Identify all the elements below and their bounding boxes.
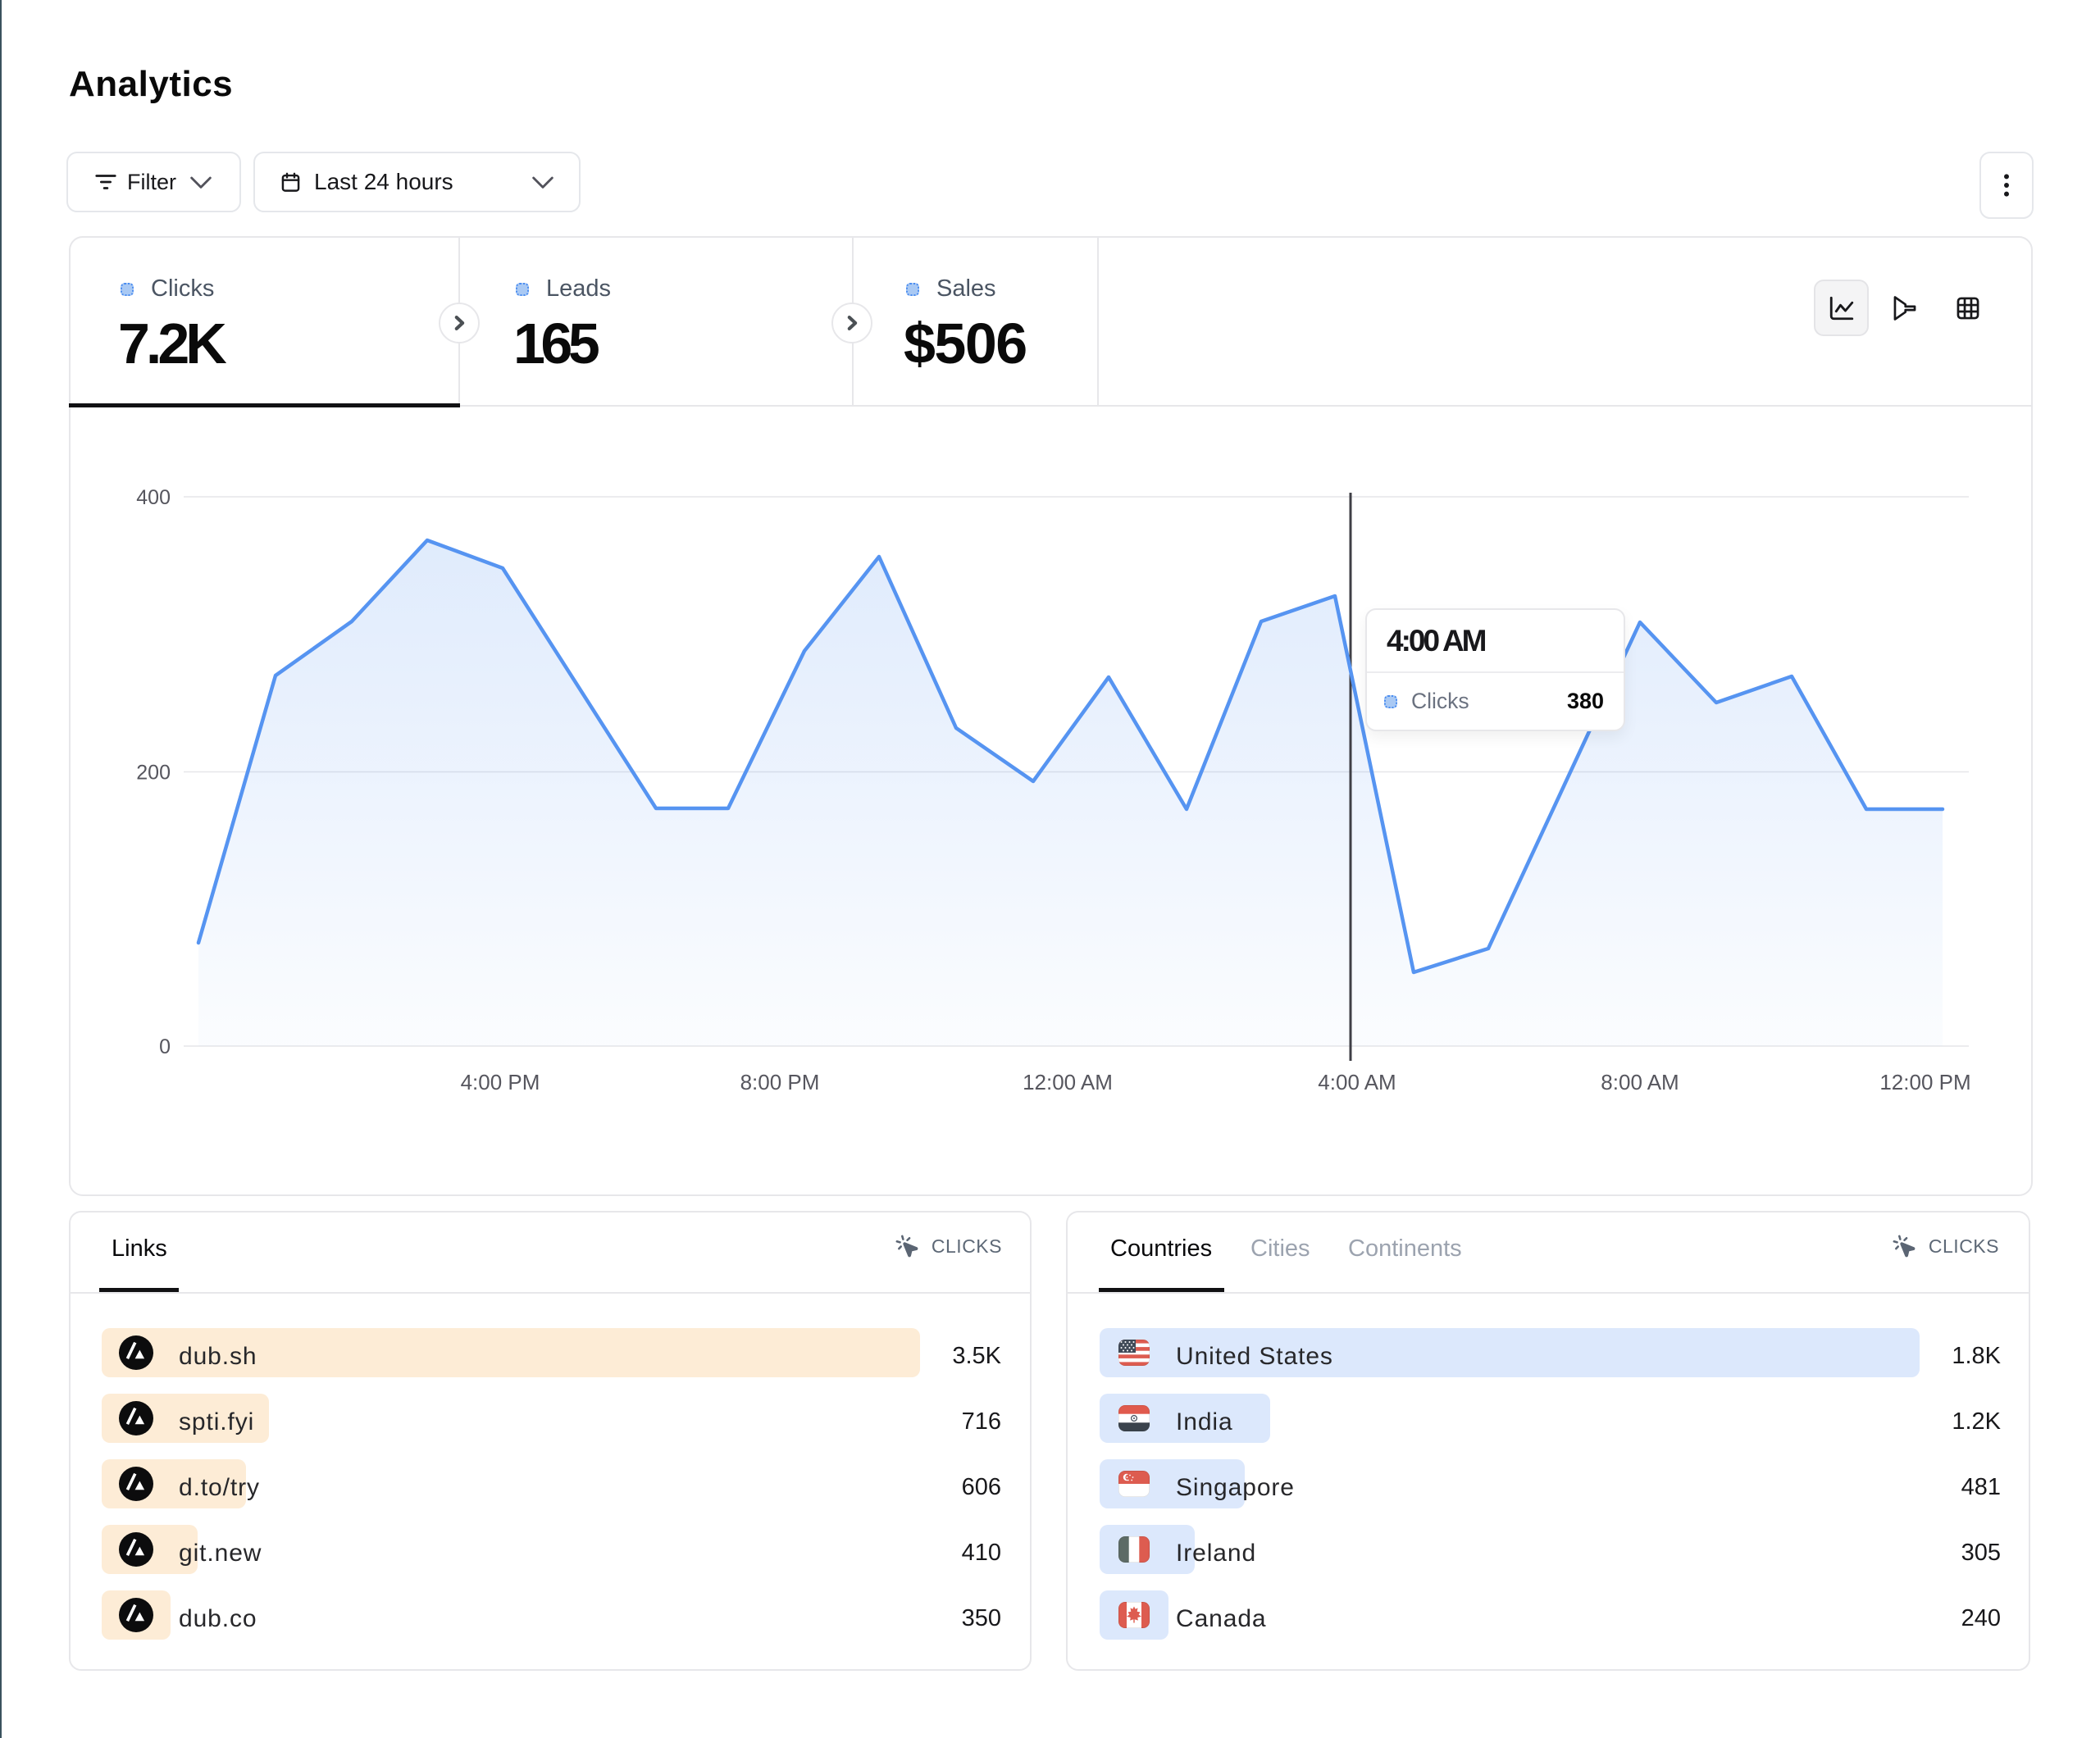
svg-text:200: 200 [136,762,171,785]
svg-text:8:00 AM: 8:00 AM [1601,1070,1679,1094]
svg-text:12:00 AM: 12:00 AM [1023,1070,1113,1094]
svg-text:0: 0 [159,1035,171,1058]
svg-text:12:00 PM: 12:00 PM [1879,1070,1970,1094]
svg-text:4:00 PM: 4:00 PM [461,1070,540,1094]
svg-text:4:00 AM: 4:00 AM [1318,1070,1396,1094]
svg-text:400: 400 [136,486,171,509]
svg-text:8:00 PM: 8:00 PM [740,1070,820,1094]
